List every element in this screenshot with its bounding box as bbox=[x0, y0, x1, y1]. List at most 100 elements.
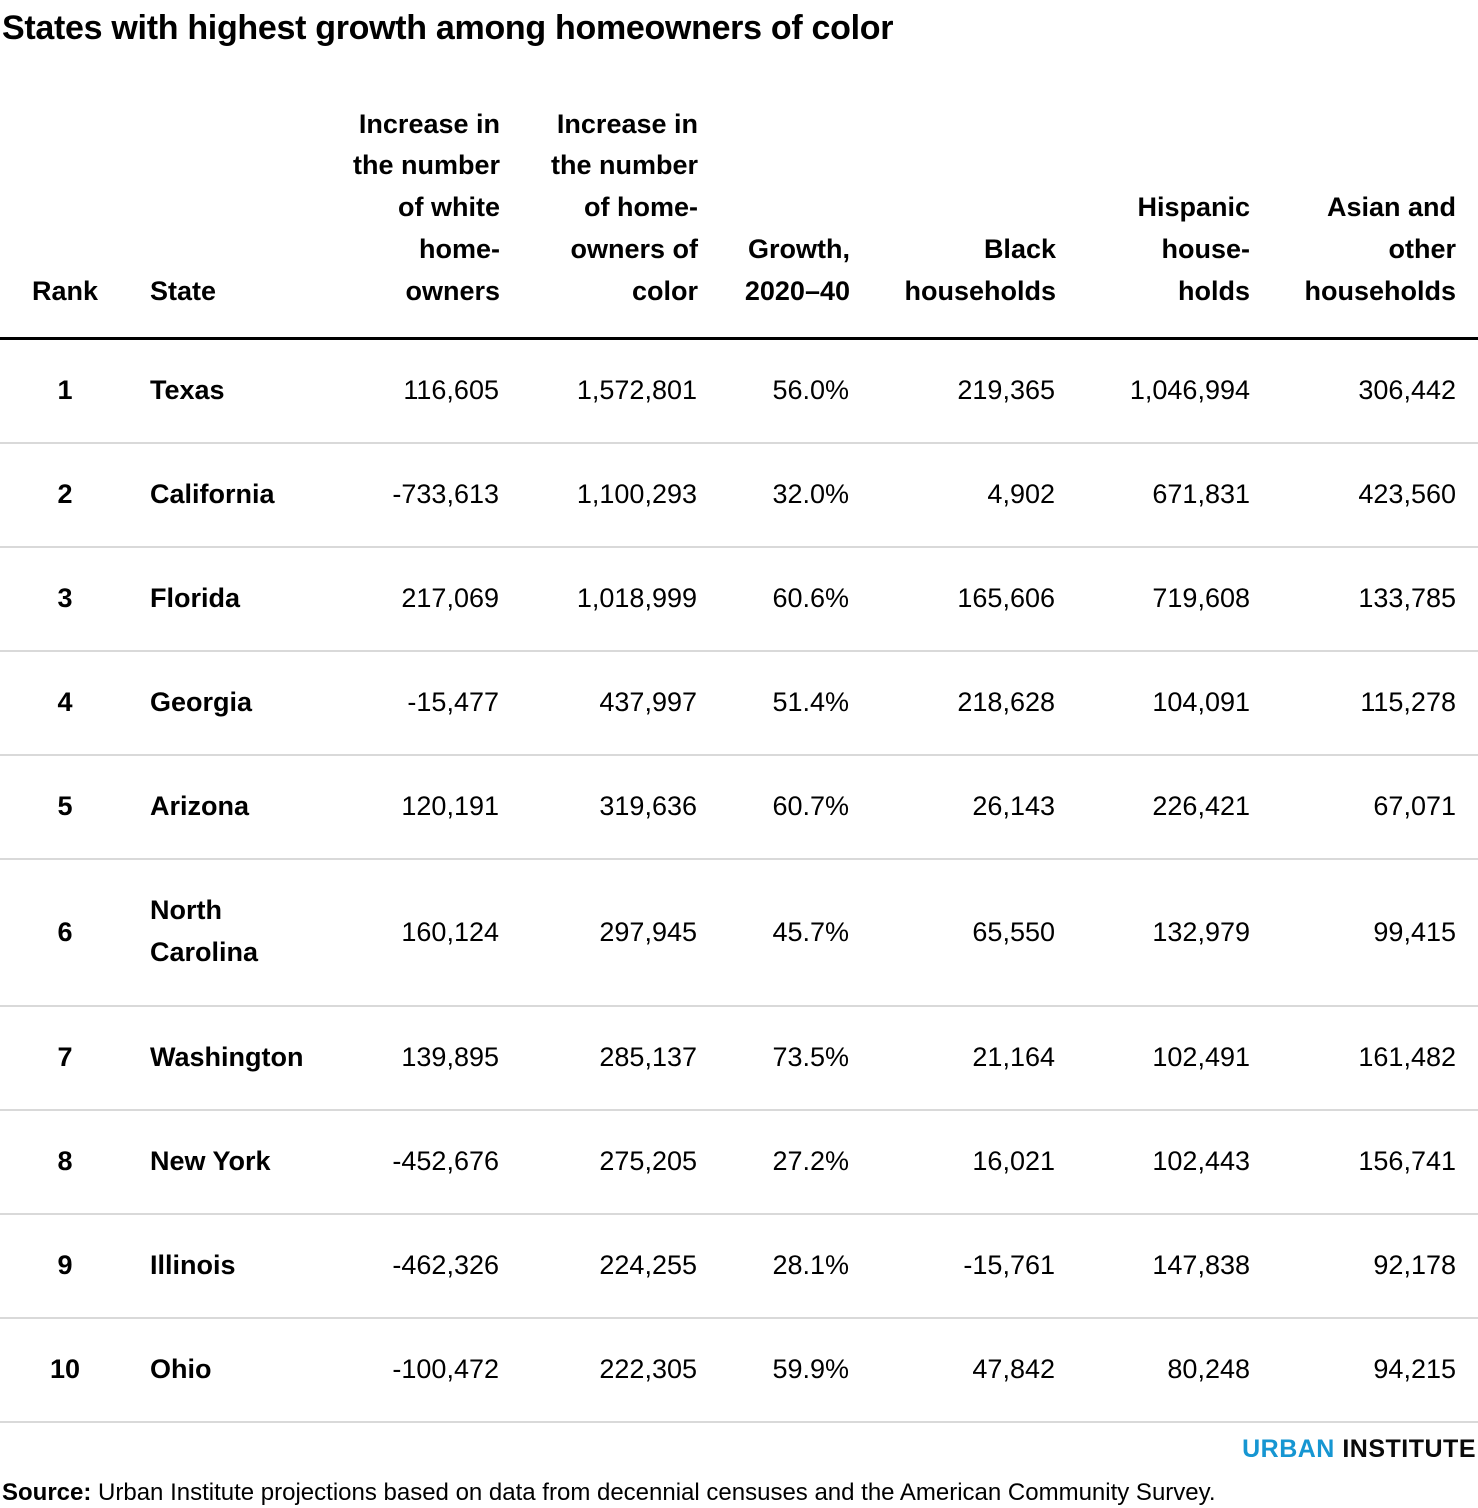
cell-state: New York bbox=[130, 1109, 310, 1215]
cell-black-households: 219,365 bbox=[850, 338, 1056, 444]
cell-state: Florida bbox=[130, 546, 310, 652]
cell-black-households: 218,628 bbox=[850, 650, 1056, 756]
col-header-hispanic-households: Hispanic house- holds bbox=[1056, 62, 1254, 340]
urban-institute-logo: URBAN INSTITUTE bbox=[0, 1435, 1478, 1464]
cell-black-households: -15,761 bbox=[850, 1213, 1056, 1319]
cell-rank: 5 bbox=[0, 754, 130, 860]
cell-state: Arizona bbox=[130, 754, 310, 860]
cell-black-households: 165,606 bbox=[850, 546, 1056, 652]
cell-growth: 51.4% bbox=[698, 650, 850, 756]
cell-color-increase: 224,255 bbox=[500, 1213, 698, 1319]
cell-asian-other-households: 99,415 bbox=[1254, 858, 1478, 1007]
cell-black-households: 47,842 bbox=[850, 1317, 1056, 1423]
cell-asian-other-households: 115,278 bbox=[1254, 650, 1478, 756]
cell-white-increase: 116,605 bbox=[310, 338, 500, 444]
cell-asian-other-households: 156,741 bbox=[1254, 1109, 1478, 1215]
cell-white-increase: -100,472 bbox=[310, 1317, 500, 1423]
cell-asian-other-households: 423,560 bbox=[1254, 442, 1478, 548]
cell-state: Washington bbox=[130, 1005, 310, 1111]
col-header-asian-other-households: Asian and other households bbox=[1254, 62, 1478, 340]
cell-asian-other-households: 306,442 bbox=[1254, 338, 1478, 444]
cell-asian-other-households: 67,071 bbox=[1254, 754, 1478, 860]
col-header-state: State bbox=[130, 62, 310, 340]
cell-white-increase: 217,069 bbox=[310, 546, 500, 652]
table-row: 7 Washington 139,895 285,137 73.5% 21,16… bbox=[0, 1005, 1478, 1111]
table-row: 8 New York -452,676 275,205 27.2% 16,021… bbox=[0, 1109, 1478, 1215]
cell-black-households: 16,021 bbox=[850, 1109, 1056, 1215]
col-header-rank: Rank bbox=[0, 62, 130, 340]
cell-growth: 32.0% bbox=[698, 442, 850, 548]
cell-rank: 1 bbox=[0, 338, 130, 444]
cell-state: North Carolina bbox=[130, 858, 310, 1007]
cell-white-increase: -733,613 bbox=[310, 442, 500, 548]
cell-asian-other-households: 161,482 bbox=[1254, 1005, 1478, 1111]
cell-growth: 73.5% bbox=[698, 1005, 850, 1111]
cell-hispanic-households: 719,608 bbox=[1056, 546, 1254, 652]
cell-hispanic-households: 226,421 bbox=[1056, 754, 1254, 860]
cell-white-increase: -452,676 bbox=[310, 1109, 500, 1215]
cell-state: Ohio bbox=[130, 1317, 310, 1423]
table-row: 4 Georgia -15,477 437,997 51.4% 218,628 … bbox=[0, 650, 1478, 756]
cell-color-increase: 1,100,293 bbox=[500, 442, 698, 548]
table-row: 3 Florida 217,069 1,018,999 60.6% 165,60… bbox=[0, 546, 1478, 652]
cell-color-increase: 319,636 bbox=[500, 754, 698, 860]
cell-hispanic-households: 147,838 bbox=[1056, 1213, 1254, 1319]
cell-asian-other-households: 133,785 bbox=[1254, 546, 1478, 652]
cell-rank: 4 bbox=[0, 650, 130, 756]
col-header-white-increase: Increase in the number of white home- ow… bbox=[310, 62, 500, 340]
cell-rank: 8 bbox=[0, 1109, 130, 1215]
cell-growth: 28.1% bbox=[698, 1213, 850, 1319]
cell-rank: 10 bbox=[0, 1317, 130, 1423]
cell-black-households: 4,902 bbox=[850, 442, 1056, 548]
table-row: 9 Illinois -462,326 224,255 28.1% -15,76… bbox=[0, 1213, 1478, 1319]
page-title: States with highest growth among homeown… bbox=[2, 9, 894, 47]
cell-hispanic-households: 671,831 bbox=[1056, 442, 1254, 548]
cell-state: Texas bbox=[130, 338, 310, 444]
cell-white-increase: 120,191 bbox=[310, 754, 500, 860]
cell-growth: 59.9% bbox=[698, 1317, 850, 1423]
cell-color-increase: 1,572,801 bbox=[500, 338, 698, 444]
cell-state: Illinois bbox=[130, 1213, 310, 1319]
source-text: Urban Institute projections based on dat… bbox=[91, 1478, 1216, 1506]
cell-white-increase: -462,326 bbox=[310, 1213, 500, 1319]
cell-rank: 6 bbox=[0, 858, 130, 1007]
cell-white-increase: 160,124 bbox=[310, 858, 500, 1007]
cell-hispanic-households: 102,491 bbox=[1056, 1005, 1254, 1111]
cell-state: Georgia bbox=[130, 650, 310, 756]
cell-asian-other-households: 94,215 bbox=[1254, 1317, 1478, 1423]
cell-white-increase: 139,895 bbox=[310, 1005, 500, 1111]
cell-color-increase: 1,018,999 bbox=[500, 546, 698, 652]
cell-color-increase: 437,997 bbox=[500, 650, 698, 756]
cell-color-increase: 297,945 bbox=[500, 858, 698, 1007]
table-row: 1 Texas 116,605 1,572,801 56.0% 219,365 … bbox=[0, 338, 1478, 444]
cell-color-increase: 222,305 bbox=[500, 1317, 698, 1423]
header-row: Rank State Increase in the number of whi… bbox=[0, 62, 1478, 340]
cell-asian-other-households: 92,178 bbox=[1254, 1213, 1478, 1319]
table-row: 10 Ohio -100,472 222,305 59.9% 47,842 80… bbox=[0, 1317, 1478, 1423]
cell-growth: 27.2% bbox=[698, 1109, 850, 1215]
cell-hispanic-households: 132,979 bbox=[1056, 858, 1254, 1007]
cell-growth: 45.7% bbox=[698, 858, 850, 1007]
cell-hispanic-households: 80,248 bbox=[1056, 1317, 1254, 1423]
source-note: Source: Urban Institute projections base… bbox=[2, 1478, 1478, 1508]
cell-color-increase: 275,205 bbox=[500, 1109, 698, 1215]
cell-hispanic-households: 1,046,994 bbox=[1056, 338, 1254, 444]
logo-urban-text: URBAN bbox=[1242, 1434, 1335, 1463]
col-header-growth: Growth, 2020–40 bbox=[698, 62, 850, 340]
table-row: 5 Arizona 120,191 319,636 60.7% 26,143 2… bbox=[0, 754, 1478, 860]
table-body: 1 Texas 116,605 1,572,801 56.0% 219,365 … bbox=[0, 338, 1478, 1423]
logo-institute-text: INSTITUTE bbox=[1342, 1434, 1476, 1463]
cell-white-increase: -15,477 bbox=[310, 650, 500, 756]
table-row: 2 California -733,613 1,100,293 32.0% 4,… bbox=[0, 442, 1478, 548]
data-table: Rank State Increase in the number of whi… bbox=[0, 62, 1478, 1423]
cell-black-households: 26,143 bbox=[850, 754, 1056, 860]
col-header-black-households: Black households bbox=[850, 62, 1056, 340]
cell-growth: 60.6% bbox=[698, 546, 850, 652]
cell-hispanic-households: 102,443 bbox=[1056, 1109, 1254, 1215]
cell-rank: 9 bbox=[0, 1213, 130, 1319]
cell-state: California bbox=[130, 442, 310, 548]
cell-growth: 60.7% bbox=[698, 754, 850, 860]
cell-hispanic-households: 104,091 bbox=[1056, 650, 1254, 756]
cell-rank: 2 bbox=[0, 442, 130, 548]
